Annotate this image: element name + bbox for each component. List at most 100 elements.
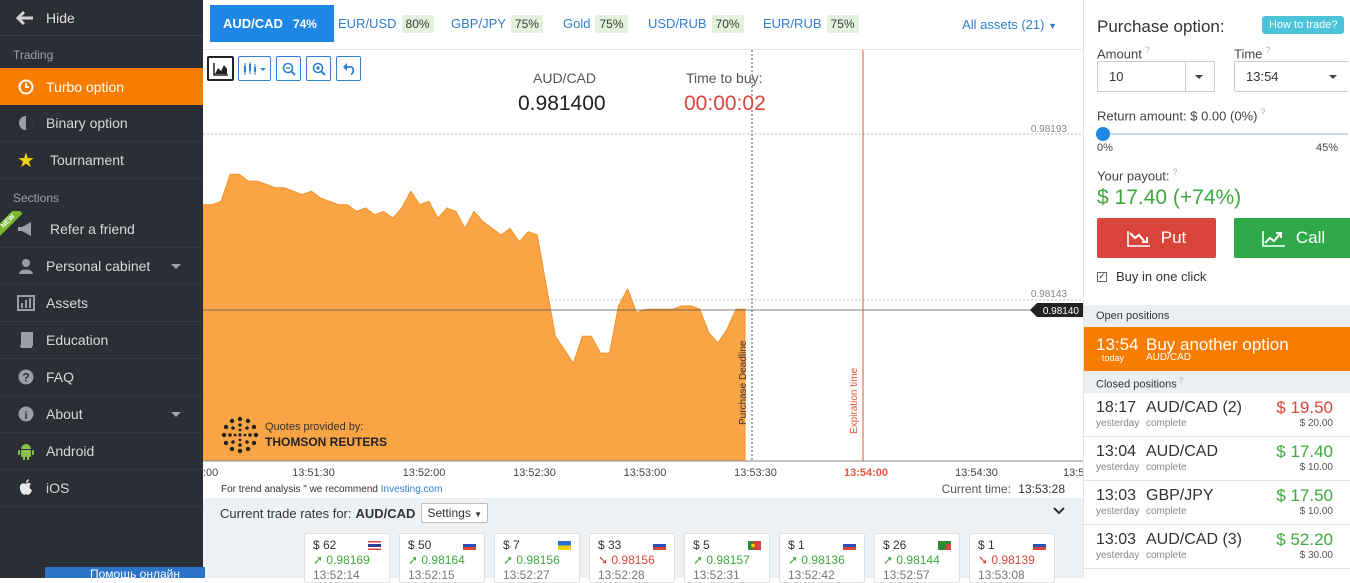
how-to-trade-button[interactable]: How to trade? (1262, 16, 1345, 34)
undo-icon (342, 62, 354, 75)
android-icon (16, 441, 36, 461)
return-slider-track[interactable] (1104, 133, 1348, 135)
sidebar-item-faq[interactable]: ? FAQ (0, 359, 203, 396)
rate-amount: $ 50 (408, 538, 432, 552)
call-button[interactable]: Call (1234, 218, 1350, 258)
sidebar-item-education[interactable]: Education (0, 322, 203, 359)
closed-position-row[interactable]: 13:03 yesterday AUD/CAD (3) complete $ 5… (1084, 525, 1350, 569)
amount-input[interactable]: 10 (1097, 61, 1215, 92)
rate-card: $ 62 ➚ 0.98169 13:52:14 (304, 533, 390, 583)
rate-value: 0.98164 (421, 553, 465, 567)
one-click-label: Buy in one click (1116, 269, 1207, 284)
area-chart-button[interactable] (207, 56, 234, 81)
rate-card: $ 33 ➘ 0.98156 13:52:28 (589, 533, 675, 583)
russia-flag-icon (843, 541, 856, 550)
buy-in-one-click[interactable]: ✓ Buy in one click (1097, 269, 1206, 284)
sidebar-item-tournament[interactable]: ★ Tournament (0, 142, 203, 179)
time-to-buy-value: 00:00:02 (684, 92, 766, 115)
rates-label: Current trade rates for: (220, 505, 352, 521)
position-status: complete (1146, 418, 1187, 429)
amount-label: Amount? (1097, 45, 1150, 61)
sidebar-item-label: Refer a friend (50, 221, 135, 237)
price-mid-label: 0.98143 (1031, 289, 1068, 300)
open-position-buy-another[interactable]: 13:54 today Buy another option AUD/CAD (1084, 327, 1350, 371)
investing-link[interactable]: Investing.com (380, 484, 443, 495)
chart-asset-price: 0.981400 (518, 92, 606, 115)
time-select[interactable]: 13:54 (1234, 61, 1349, 92)
zoom-in-button[interactable] (306, 56, 331, 81)
candlestick-chart-button[interactable] (238, 56, 271, 81)
position-stake: $ 20.00 (1299, 418, 1333, 429)
sidebar-item-assets[interactable]: Assets (0, 285, 203, 322)
tab-name: AUD/CAD (223, 16, 283, 31)
all-assets-dropdown[interactable]: All assets (21) ▼ (962, 17, 1057, 32)
sidebar-item-label: Tournament (50, 152, 124, 168)
current-price-tag (1030, 303, 1083, 317)
position-status: complete (1146, 506, 1187, 517)
tab-eur-usd[interactable]: EUR/USD 80% (338, 5, 434, 42)
rate-value-row: ➚ 0.98164 (408, 553, 484, 567)
all-assets-label: All assets (21) (962, 17, 1045, 32)
position-status: complete (1146, 462, 1187, 473)
rate-amount: $ 33 (598, 538, 622, 552)
candlestick-icon (243, 61, 266, 75)
closed-position-row[interactable]: 13:04 yesterday AUD/CAD complete $ 17.40… (1084, 437, 1350, 481)
megaphone-icon (16, 219, 36, 239)
help-online-button[interactable]: Помощь онлайн (45, 567, 205, 578)
chevron-down-icon: ▼ (1048, 21, 1057, 31)
position-profit: $ 17.50 (1276, 486, 1333, 505)
rate-time: 13:52:14 (313, 568, 360, 582)
sidebar-item-about[interactable]: i About (0, 396, 203, 433)
closed-position-row[interactable]: 13:03 yesterday GBP/JPY complete $ 17.50… (1084, 481, 1350, 525)
rate-time: 13:52:28 (598, 568, 645, 582)
question-icon: ? (16, 367, 36, 387)
position-asset: GBP/JPY (1146, 487, 1214, 504)
tab-gold[interactable]: Gold 75% (563, 5, 628, 42)
return-amount: Return amount: $ 0.00 (0%)? (1097, 107, 1265, 123)
rate-time: 13:53:08 (978, 568, 1025, 582)
trend-analysis-note: For trend analysis " we recommend Invest… (221, 484, 442, 495)
closed-position-row[interactable]: 18:17 yesterday AUD/CAD (2) complete $ 1… (1084, 393, 1350, 437)
open-position-time: 13:54 (1096, 335, 1139, 354)
sidebar-item-binary-option[interactable]: Binary option (0, 105, 203, 142)
expiration-time-label: Expiration time (849, 367, 860, 434)
quotes-provided-label: Quotes provided by: (265, 421, 364, 433)
one-click-checkbox[interactable]: ✓ (1097, 271, 1107, 282)
rate-amount: $ 62 (313, 538, 337, 552)
position-profit: $ 19.50 (1276, 398, 1333, 417)
sidebar-item-label: Personal cabinet (46, 258, 151, 274)
reset-button[interactable] (336, 56, 361, 81)
tab-eur-rub[interactable]: EUR/RUB 75% (763, 5, 859, 42)
position-day: yesterday (1096, 506, 1140, 517)
sidebar-item-refer-a-friend[interactable]: NEW Refer a friend (0, 211, 203, 248)
x-tick-label: :00 (203, 467, 218, 479)
tab-name: EUR/USD (338, 16, 397, 31)
hide-sidebar-button[interactable]: Hide (0, 0, 203, 36)
help-icon: ? (1265, 45, 1271, 55)
return-slider-handle[interactable] (1096, 127, 1110, 141)
zoom-out-button[interactable] (276, 56, 301, 81)
rate-time: 13:52:15 (408, 568, 455, 582)
tab-aud-cad[interactable]: AUD/CAD 74% (210, 5, 334, 42)
position-day: yesterday (1096, 550, 1140, 561)
sidebar-item-turbo-option[interactable]: Turbo option (0, 68, 203, 105)
sidebar-item-android[interactable]: Android (0, 433, 203, 470)
collapse-chevron-icon[interactable] (1053, 506, 1065, 516)
put-button[interactable]: Put (1097, 218, 1216, 258)
tab-percent: 74% (292, 16, 317, 31)
tab-gbp-jpy[interactable]: GBP/JPY 75% (451, 5, 543, 42)
sidebar-item-ios[interactable]: iOS (0, 470, 203, 507)
zoom-in-icon (312, 62, 326, 76)
rate-value-row: ➘ 0.98139 (978, 553, 1054, 567)
sidebar-item-label: Android (46, 443, 95, 459)
settings-dropdown[interactable]: Settings ▼ (421, 503, 489, 523)
zoom-out-icon (282, 62, 296, 76)
tab-usd-rub[interactable]: USD/RUB 70% (648, 5, 744, 42)
rate-card: $ 5 ➚ 0.98157 13:52:31 (684, 533, 770, 583)
sidebar-item-label: About (46, 406, 83, 422)
rate-value-row: ➘ 0.98156 (598, 553, 674, 567)
sidebar-item-personal-cabinet[interactable]: Personal cabinet (0, 248, 203, 285)
rate-value-row: ➚ 0.98136 (788, 553, 864, 567)
tab-name: EUR/RUB (763, 16, 822, 31)
closed-positions-title: Closed positions (1096, 378, 1177, 391)
